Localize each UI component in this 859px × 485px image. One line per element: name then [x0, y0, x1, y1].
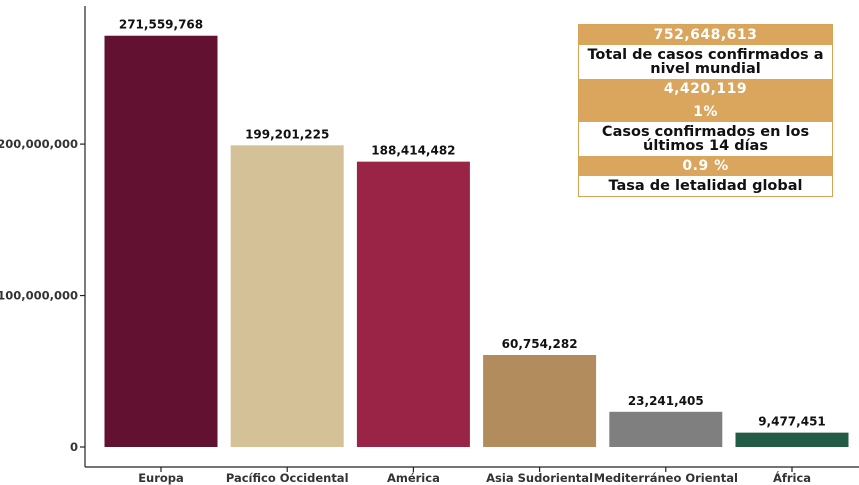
- x-tick-label: Mediterráneo Oriental: [594, 471, 738, 485]
- band-divider: [579, 99, 832, 102]
- bars: [104, 35, 849, 448]
- bar: [483, 354, 597, 447]
- value-labels: 271,559,768 199,201,225 188,414,482 60,754,…: [119, 18, 826, 429]
- bar: [356, 161, 470, 447]
- bar-value-label: 9,477,451: [758, 415, 826, 429]
- total-cases-value: 752,648,613: [579, 25, 832, 45]
- bar-value-label: 188,414,482: [371, 144, 455, 158]
- y-ticks: 0 100,000,000 200,000,000: [0, 137, 85, 454]
- bar: [230, 145, 344, 448]
- x-tick-label: Europa: [138, 471, 184, 485]
- y-tick-label: 200,000,000: [0, 137, 78, 151]
- recent-cases-percent: 1%: [579, 102, 832, 122]
- x-tick-label: Asia Sudoriental: [486, 471, 593, 485]
- y-tick-label: 0: [70, 440, 78, 454]
- bar-value-label: 60,754,282: [502, 337, 578, 351]
- x-tick-labels: Europa Pacífico Occidental América Asia Sud…: [138, 467, 811, 485]
- lethality-label: Tasa de letalidad global: [579, 176, 832, 196]
- bar-value-label: 23,241,405: [628, 394, 704, 408]
- bar-value-label: 271,559,768: [119, 18, 203, 32]
- total-cases-label: Total de casos confirmados a nivel mundi…: [579, 45, 832, 79]
- lethality-value: 0.9 %: [579, 156, 832, 176]
- bar: [104, 35, 218, 447]
- x-tick-label: Pacífico Occidental: [226, 471, 349, 485]
- recent-cases-label: Casos confirmados en los últimos 14 días: [579, 122, 832, 156]
- bar: [609, 411, 723, 447]
- bar: [735, 432, 849, 447]
- summary-box: 752,648,613 Total de casos confirmados a…: [578, 24, 833, 197]
- recent-cases-value: 4,420,119: [579, 79, 832, 99]
- bar-value-label: 199,201,225: [245, 127, 329, 141]
- x-tick-label: África: [773, 470, 811, 485]
- x-tick-label: América: [387, 471, 440, 485]
- y-tick-label: 100,000,000: [0, 289, 78, 303]
